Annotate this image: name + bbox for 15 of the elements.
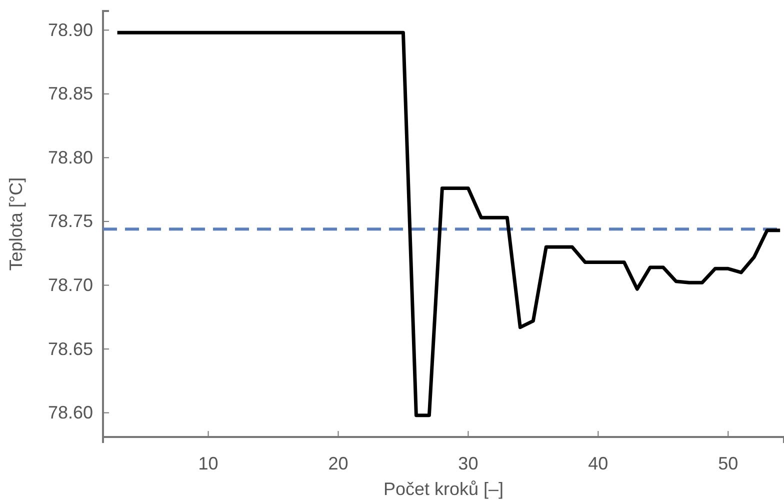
x-tick-label: 50 — [718, 453, 738, 474]
x-tick-label: 10 — [198, 453, 218, 474]
y-tick-label: 78.75 — [48, 211, 93, 232]
y-axis-title: Teplota [°C] — [6, 177, 26, 271]
y-tick-label: 78.60 — [48, 402, 93, 423]
y-tick-label: 78.70 — [48, 274, 93, 295]
x-tick-label: 20 — [328, 453, 348, 474]
line-series — [116, 30, 782, 418]
y-tick-label: 78.85 — [48, 84, 93, 104]
y-tick-label: 78.80 — [48, 147, 93, 168]
y-tick-label: 78.90 — [48, 20, 93, 40]
y-tick-label: 78.65 — [48, 338, 93, 359]
x-tick-label: 30 — [458, 453, 478, 474]
x-axis-title: Počet kroků [–] — [383, 479, 504, 499]
x-tick-label: 40 — [588, 453, 608, 474]
